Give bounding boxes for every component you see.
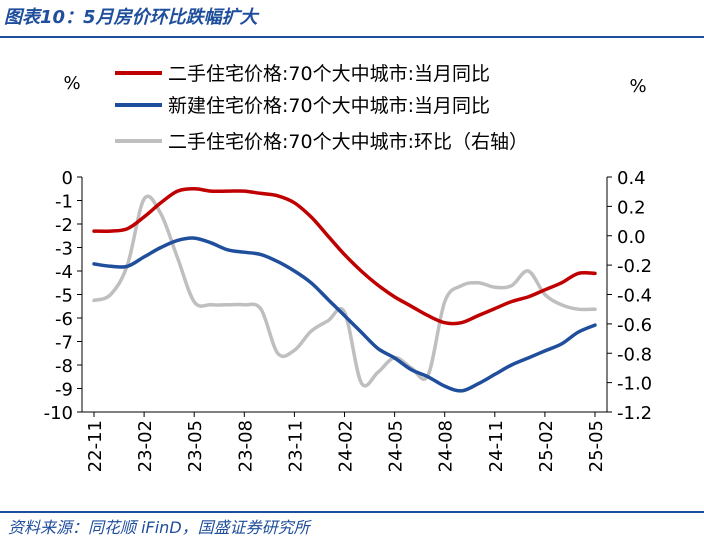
right-tick-label: -0.4 (617, 286, 652, 307)
left-tick-label: -8 (55, 356, 73, 377)
x-tick-label: 24-08 (436, 420, 457, 472)
legend-label-1: 二手住宅价格:70个大中城市:当月同比 (168, 63, 490, 85)
x-tick-label: 23-02 (135, 420, 156, 472)
figure-title: 图表10：5月房价环比跌幅扩大 (4, 7, 258, 28)
right-tick-label: -0.2 (617, 256, 652, 277)
legend-label-3: 二手住宅价格:70个大中城市:环比（右轴） (168, 131, 528, 153)
right-tick-label: -0.8 (617, 344, 652, 365)
right-axis-unit: % (629, 76, 646, 97)
x-tick-label: 23-08 (235, 420, 256, 472)
right-tick-label: 0.4 (617, 168, 646, 189)
legend-label-2: 新建住宅价格:70个大中城市:当月同比 (168, 95, 490, 117)
left-tick-label: -6 (55, 309, 73, 330)
left-tick-label: -1 (55, 192, 73, 213)
x-tick-label: 25-02 (536, 420, 557, 472)
left-axis-unit: % (63, 73, 80, 94)
left-tick-label: -10 (44, 403, 73, 424)
left-tick-label: -5 (55, 286, 73, 307)
left-tick-label: 0 (62, 168, 73, 189)
x-tick-label: 23-11 (285, 420, 306, 472)
left-tick-label: -7 (55, 333, 73, 354)
right-tick-label: -0.6 (617, 315, 652, 336)
x-tick-label: 25-05 (586, 420, 607, 472)
right-tick-label: 0.0 (617, 227, 646, 248)
left-tick-label: -2 (55, 215, 73, 236)
right-tick-label: -1.0 (617, 374, 652, 395)
left-tick-label: -3 (55, 239, 73, 260)
right-tick-label: 0.2 (617, 197, 646, 218)
series-line-3 (92, 194, 597, 388)
right-tick-label: -1.2 (617, 403, 652, 424)
left-tick-label: -9 (55, 380, 73, 401)
x-tick-label: 24-05 (386, 420, 407, 472)
source-rule (0, 511, 704, 513)
x-tick-label: 24-02 (336, 420, 357, 472)
series-line-1 (92, 187, 597, 326)
left-tick-label: -4 (55, 262, 73, 283)
title-rule (0, 36, 704, 38)
source-note: 资料来源：同花顺 iFinD，国盛证券研究所 (8, 518, 310, 537)
x-tick-label: 22-11 (85, 420, 106, 472)
x-tick-label: 23-05 (185, 420, 206, 472)
series-line-2 (92, 236, 597, 393)
x-tick-label: 24-11 (486, 420, 507, 472)
